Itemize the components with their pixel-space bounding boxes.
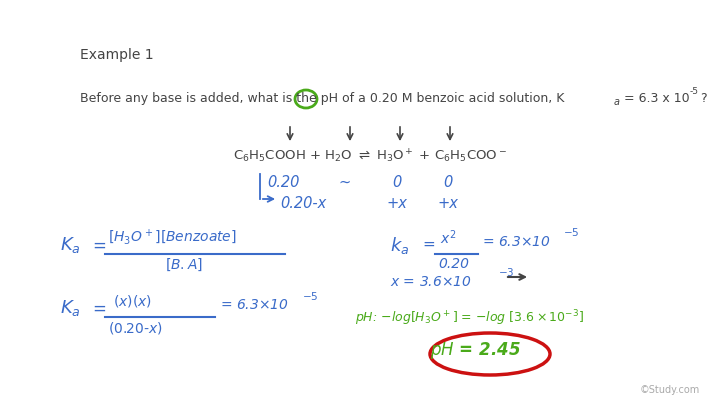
Text: 0.20-x: 0.20-x — [280, 196, 326, 211]
Text: $(x)(x)$: $(x)(x)$ — [113, 292, 152, 308]
Text: 0.20: 0.20 — [438, 256, 469, 270]
Text: +x: +x — [438, 196, 458, 211]
Text: $[H_3O^+][Benzoate]$: $[H_3O^+][Benzoate]$ — [108, 227, 237, 247]
Text: $[B.A]$: $[B.A]$ — [165, 256, 203, 273]
Text: Before any base is added, what is the pH of a 0.20 M benzoic acid solution, K: Before any base is added, what is the pH… — [80, 92, 564, 105]
Text: +x: +x — [387, 196, 408, 211]
Text: =: = — [422, 237, 435, 251]
Text: Example 1: Example 1 — [80, 48, 154, 62]
Text: = 6.3$\times$10: = 6.3$\times$10 — [220, 297, 289, 311]
Text: -5: -5 — [690, 87, 699, 96]
Text: $x^2$: $x^2$ — [440, 227, 456, 246]
Text: 0: 0 — [393, 174, 402, 190]
Text: $-5$: $-5$ — [302, 289, 318, 301]
Text: ?: ? — [700, 92, 706, 105]
Text: $-3$: $-3$ — [498, 265, 514, 277]
Text: $(0.20$-$x)$: $(0.20$-$x)$ — [108, 319, 163, 335]
Text: $-5$: $-5$ — [563, 225, 579, 237]
Text: = 6.3 x 10: = 6.3 x 10 — [620, 92, 690, 105]
Text: =: = — [92, 237, 106, 254]
Text: = 6.3$\times$10: = 6.3$\times$10 — [482, 235, 551, 248]
Text: $x$ = 3.6$\times$10: $x$ = 3.6$\times$10 — [390, 274, 472, 288]
Text: 0: 0 — [443, 174, 453, 190]
Text: ~: ~ — [339, 174, 351, 190]
Text: ©Study.com: ©Study.com — [640, 384, 700, 394]
Text: a: a — [614, 97, 620, 107]
Text: $k_a$: $k_a$ — [390, 235, 409, 255]
Text: $pH$: $-$log$[H_3O^+]$ = $-$log $[3.6\times10^{-3}]$: $pH$: $-$log$[H_3O^+]$ = $-$log $[3.6\ti… — [355, 307, 584, 327]
Text: $K_a$: $K_a$ — [60, 297, 81, 317]
Text: $pH$ = 2.45: $pH$ = 2.45 — [430, 339, 521, 360]
Text: C$_6$H$_5$COOH + H$_2$O $\rightleftharpoons$ H$_3$O$^+$ + C$_6$H$_5$COO$^-$: C$_6$H$_5$COOH + H$_2$O $\rightleftharpo… — [233, 148, 507, 165]
Text: =: = — [92, 299, 106, 317]
Text: $K_a$: $K_a$ — [60, 235, 81, 254]
Text: 0.20: 0.20 — [267, 174, 299, 190]
